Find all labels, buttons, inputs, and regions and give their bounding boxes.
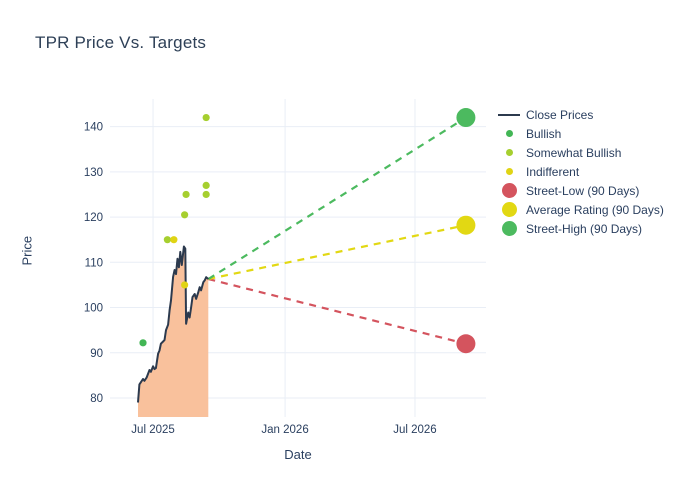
bullish-point: [139, 339, 147, 347]
average-rating-legend-icon: [492, 202, 526, 217]
x-axis-title: Date: [284, 447, 312, 462]
x-tick-label: Jan 2026: [261, 424, 308, 436]
y-tick-label: 100: [84, 303, 103, 315]
street-low-legend-icon: [492, 183, 526, 198]
indifferent-legend-icon: [492, 168, 526, 175]
chart-title: TPR Price Vs. Targets: [35, 33, 207, 52]
legend-item-street-high[interactable]: Street-High (90 Days): [492, 219, 664, 238]
x-tick-label: Jul 2025: [131, 424, 174, 436]
legend-item-indifferent[interactable]: Indifferent: [492, 162, 664, 181]
somewhat-bullish-point: [202, 190, 210, 199]
y-tick-label: 110: [85, 257, 103, 269]
legend: Close Prices Bullish Somewhat Bullish Indif…: [492, 105, 664, 238]
legend-item-street-low[interactable]: Street-Low (90 Days): [492, 181, 664, 200]
legend-item-average-rating[interactable]: Average Rating (90 Days): [492, 200, 664, 219]
legend-item-label: Close Prices: [526, 107, 594, 122]
average-rating-marker: [456, 215, 476, 235]
legend-item-close-prices[interactable]: Close Prices: [492, 105, 664, 124]
street-low-projection-line: [208, 277, 467, 345]
close-prices-area: [138, 246, 209, 417]
legend-item-bullish[interactable]: Bullish: [492, 124, 664, 143]
legend-item-label: Street-High (90 Days): [526, 221, 643, 236]
legend-item-label: Bullish: [526, 126, 562, 141]
somewhat-bullish-legend-icon: [492, 149, 526, 156]
somewhat-bullish-point: [202, 181, 210, 189]
indifferent-point: [170, 236, 178, 244]
somewhat-bullish-point: [163, 236, 172, 244]
y-tick-label: 120: [84, 212, 103, 224]
y-tick-label: 90: [90, 348, 103, 360]
street-high-projection-line: [207, 116, 467, 280]
y-tick-label: 140: [84, 122, 103, 134]
legend-item-somewhat-bullish[interactable]: Somewhat Bullish: [492, 143, 664, 162]
legend-item-label: Somewhat Bullish: [526, 145, 622, 160]
average-rating-projection-line: [208, 224, 467, 281]
somewhat-bullish-point: [182, 190, 190, 199]
legend-item-label: Average Rating (90 Days): [526, 202, 664, 217]
x-tick-label: Jul 2026: [393, 424, 436, 436]
close-prices-legend-icon: [492, 113, 526, 116]
bullish-legend-icon: [492, 130, 526, 137]
street-high-marker: [456, 108, 476, 128]
indifferent-point: [181, 281, 189, 289]
legend-item-label: Indifferent: [526, 164, 580, 179]
street-low-marker: [456, 334, 476, 354]
y-tick-label: 130: [84, 167, 103, 179]
somewhat-bullish-point: [202, 113, 210, 122]
somewhat-bullish-point: [181, 211, 189, 219]
legend-item-label: Street-Low (90 Days): [526, 183, 640, 198]
y-tick-label: 80: [90, 393, 103, 405]
street-high-legend-icon: [492, 221, 526, 236]
close-prices-line: [137, 245, 209, 403]
